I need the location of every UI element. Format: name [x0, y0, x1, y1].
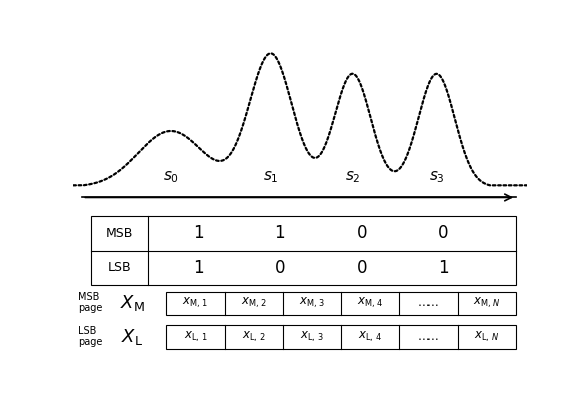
Text: page: page	[78, 303, 102, 313]
Text: $X_{\mathrm{M}}$: $X_{\mathrm{M}}$	[120, 293, 145, 313]
Text: $x_{\mathrm{L},\,2}$: $x_{\mathrm{L},\,2}$	[242, 330, 265, 344]
Text: $\cdots\!\cdots$: $\cdots\!\cdots$	[417, 297, 440, 310]
Text: 1: 1	[438, 259, 449, 277]
Text: MSB: MSB	[78, 292, 99, 302]
Text: 0: 0	[356, 224, 367, 242]
Text: $x_{\mathrm{M},\,N}$: $x_{\mathrm{M},\,N}$	[473, 296, 501, 310]
Text: $x_{\mathrm{M},\,2}$: $x_{\mathrm{M},\,2}$	[241, 296, 267, 310]
Text: $x_{\mathrm{M},\,3}$: $x_{\mathrm{M},\,3}$	[299, 296, 325, 310]
Text: $s_3$: $s_3$	[429, 170, 444, 185]
Text: 1: 1	[275, 224, 285, 242]
Text: $\cdots\!\cdots$: $\cdots\!\cdots$	[417, 331, 440, 344]
Text: 1: 1	[193, 224, 203, 242]
Text: MSB: MSB	[106, 227, 134, 240]
Text: $s_2$: $s_2$	[345, 170, 360, 185]
Text: page: page	[78, 337, 102, 347]
Text: 0: 0	[438, 224, 449, 242]
Text: $X_{\mathrm{L}}$: $X_{\mathrm{L}}$	[121, 327, 144, 347]
Text: LSB: LSB	[108, 262, 132, 275]
Text: $x_{\mathrm{M},\,4}$: $x_{\mathrm{M},\,4}$	[357, 296, 384, 310]
Text: 0: 0	[356, 259, 367, 277]
Text: LSB: LSB	[78, 326, 96, 336]
Text: $x_{\mathrm{L},\,N}$: $x_{\mathrm{L},\,N}$	[474, 330, 500, 344]
Text: $x_{\mathrm{L},\,3}$: $x_{\mathrm{L},\,3}$	[300, 330, 324, 344]
Text: $s_0$: $s_0$	[163, 170, 179, 185]
Text: $x_{\mathrm{L},\,1}$: $x_{\mathrm{L},\,1}$	[183, 330, 207, 344]
Text: 0: 0	[275, 259, 285, 277]
Text: $s_1$: $s_1$	[263, 170, 278, 185]
Text: $x_{\mathrm{M},\,1}$: $x_{\mathrm{M},\,1}$	[182, 296, 209, 310]
Text: $x_{\mathrm{L},\,4}$: $x_{\mathrm{L},\,4}$	[358, 330, 383, 344]
Text: 1: 1	[193, 259, 203, 277]
